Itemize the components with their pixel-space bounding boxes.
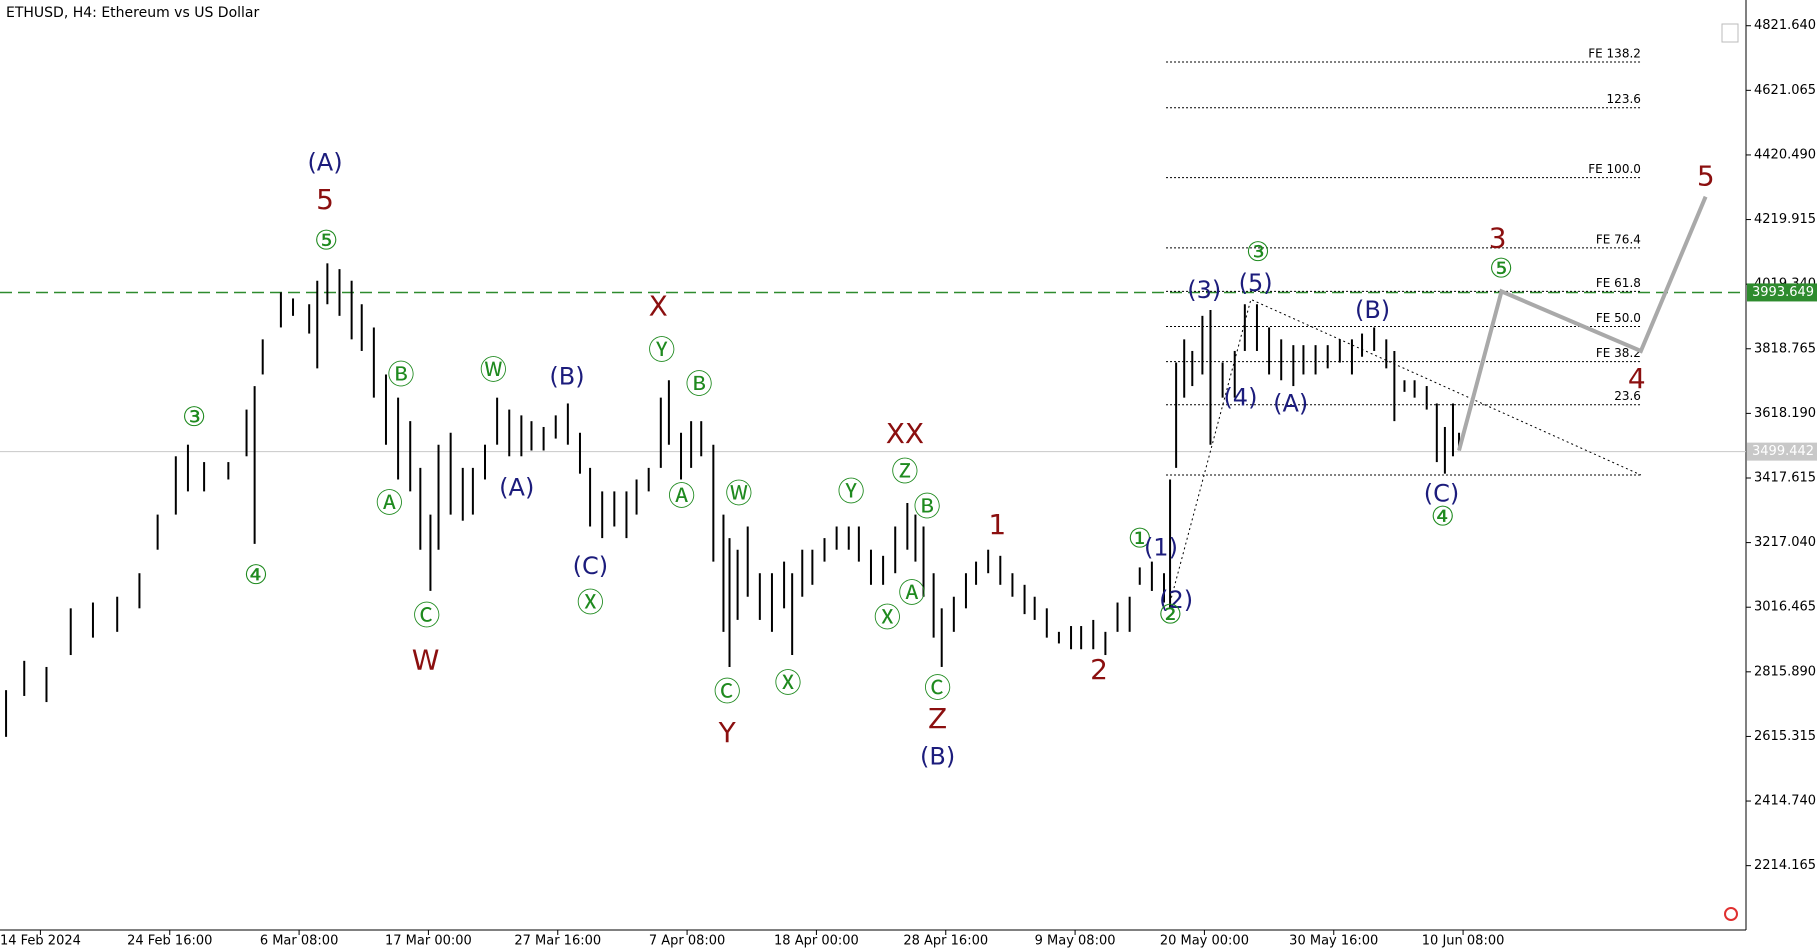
y-tick-label: 2414.740 [1754,794,1816,809]
wave-label: Ⓧ [874,603,901,634]
wave-label: Ⓩ [891,457,918,488]
wave-label: (5) [1239,269,1273,297]
projection-line [1457,195,1708,452]
fib-label: 23.6 [1614,389,1641,403]
wave-label: (3) [1187,276,1221,304]
wave-label: Y [718,716,737,749]
chart-title: ETHUSD, H4: Ethereum vs US Dollar [6,5,260,21]
tool-icon[interactable] [1721,23,1739,43]
wave-label: X [649,289,668,322]
wave-label: ⑤ [1489,254,1513,285]
wave-label: Ⓧ [774,669,801,700]
fib-label: FE 50.0 [1596,311,1641,325]
price-label-box [1747,442,1817,461]
y-tick-label: 3818.765 [1754,341,1816,356]
wave-label: Ⓒ [413,601,440,632]
wave-label: (A) [499,474,534,502]
x-tick-label: 10 Jun 08:00 [1422,934,1505,948]
price-label-box [1747,283,1817,302]
y-tick-label: 3417.615 [1754,470,1816,485]
wave-label: 5 [1697,160,1715,193]
wave-label: (4) [1223,384,1257,412]
fib-label: 123.6 [1607,92,1641,106]
wave-label: Z [928,702,947,735]
wave-label: ③ [1246,237,1270,268]
y-tick-label: 4821.640 [1754,18,1816,33]
x-tick-label: 17 Mar 00:00 [385,934,472,948]
fib-label: FE 61.8 [1596,276,1641,290]
wave-label: 3 [1489,222,1507,255]
y-tick-label: 4621.065 [1754,83,1816,98]
wave-label: (B) [1355,296,1390,324]
wave-label: ③ [182,402,206,433]
wave-label: (2) [1159,586,1193,614]
wave-label: (C) [1424,480,1459,508]
wave-label: Ⓧ [577,588,604,619]
y-tick-label: 3618.190 [1754,406,1816,421]
wave-label: Ⓑ [388,360,415,391]
wave-label: 4 [1628,362,1646,395]
y-tick-label: 4219.915 [1754,212,1816,227]
wave-label: (A) [1273,390,1308,418]
wave-label: Ⓑ [686,369,713,400]
y-tick-label: 2615.315 [1754,729,1816,744]
wave-label: ② [1158,600,1182,631]
x-tick-label: 18 Apr 00:00 [774,934,859,948]
x-tick-label: 7 Apr 08:00 [649,934,726,948]
wave-label: W [412,644,440,677]
wave-label: Ⓨ [648,335,675,366]
x-tick-label: 27 Mar 16:00 [514,934,601,948]
wave-label: (A) [307,149,342,177]
wave-label: Ⓦ [725,479,752,510]
wave-label: Ⓐ [376,489,403,520]
wave-label: Ⓑ [914,492,941,523]
x-tick-label: 6 Mar 08:00 [260,934,339,948]
record-icon[interactable] [1724,907,1738,921]
wave-label: ④ [1431,501,1455,532]
fib-label: FE 38.2 [1596,346,1641,360]
y-tick-label: 2214.165 [1754,858,1816,873]
wave-label: (C) [573,552,608,580]
y-tick-label: 3217.040 [1754,535,1816,550]
wave-label: 1 [988,508,1006,541]
price-label: 3993.649 [1752,285,1814,300]
x-tick-label: 9 May 08:00 [1035,934,1116,948]
wave-label: Ⓦ [480,355,507,386]
fib-label: FE 76.4 [1596,232,1641,246]
wave-label: (1) [1144,533,1178,561]
y-tick-label: 3016.465 [1754,600,1816,615]
x-tick-label: 24 Feb 16:00 [127,934,212,948]
wave-label: 5 [316,183,334,216]
wave-label: ⑤ [314,226,338,257]
fib-label: FE 100.0 [1588,162,1641,176]
x-tick-label: 28 Apr 16:00 [903,934,988,948]
wave-label: Ⓨ [838,477,865,508]
wave-label: Ⓐ [898,579,925,610]
wave-label: 2 [1090,653,1108,686]
x-tick-label: 30 May 16:00 [1289,934,1378,948]
y-tick-label: 2815.890 [1754,664,1816,679]
x-tick-label: 14 Feb 2024 [0,934,81,948]
wave-label: (B) [549,363,584,391]
wave-label: ④ [244,560,268,591]
wave-label: ① [1128,524,1152,555]
y-tick-label: 4420.490 [1754,147,1816,162]
wave-label: XX [886,417,924,450]
wave-label: Ⓐ [668,482,695,513]
wave-label: (B) [920,743,955,771]
fib-label: FE 138.2 [1588,47,1641,61]
x-tick-label: 20 May 00:00 [1160,934,1249,948]
wave-label: Ⓒ [714,677,741,708]
wave-label: Ⓒ [924,673,951,704]
price-label: 3499.442 [1752,444,1814,459]
